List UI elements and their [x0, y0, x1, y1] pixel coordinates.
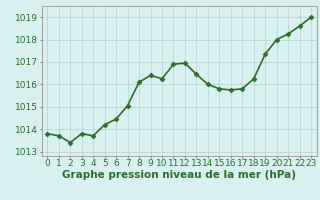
X-axis label: Graphe pression niveau de la mer (hPa): Graphe pression niveau de la mer (hPa) — [62, 170, 296, 180]
